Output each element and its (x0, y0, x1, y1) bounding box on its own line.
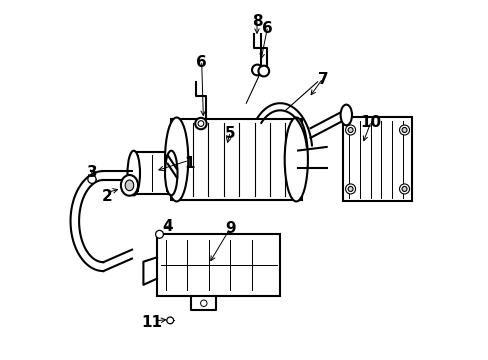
Ellipse shape (345, 184, 355, 194)
Text: 5: 5 (224, 126, 235, 141)
Text: 6: 6 (262, 21, 272, 36)
Ellipse shape (164, 151, 177, 195)
Ellipse shape (345, 125, 355, 135)
Ellipse shape (401, 127, 406, 132)
Bar (171, 119, 301, 200)
Ellipse shape (155, 230, 163, 238)
Text: 6: 6 (196, 55, 206, 69)
Text: 3: 3 (87, 165, 98, 180)
Ellipse shape (399, 125, 408, 135)
Ellipse shape (88, 175, 96, 183)
Ellipse shape (284, 117, 307, 202)
Ellipse shape (258, 66, 268, 76)
Ellipse shape (125, 180, 134, 191)
Bar (157, 234, 280, 296)
Text: 1: 1 (183, 157, 194, 171)
Text: 4: 4 (162, 219, 173, 234)
Ellipse shape (127, 151, 140, 195)
Ellipse shape (195, 118, 206, 129)
Text: 10: 10 (360, 115, 381, 130)
Ellipse shape (166, 317, 173, 324)
Ellipse shape (340, 105, 351, 125)
Text: 8: 8 (251, 14, 262, 28)
Text: 9: 9 (224, 221, 235, 236)
Bar (342, 117, 411, 202)
Ellipse shape (121, 175, 138, 196)
Bar (132, 153, 173, 194)
Ellipse shape (164, 117, 188, 202)
Ellipse shape (347, 127, 352, 132)
Text: 11: 11 (141, 315, 162, 330)
Ellipse shape (401, 186, 406, 192)
Ellipse shape (347, 186, 352, 192)
Text: 2: 2 (102, 189, 112, 203)
Ellipse shape (399, 184, 408, 194)
Ellipse shape (251, 64, 262, 75)
Text: 7: 7 (317, 72, 328, 87)
